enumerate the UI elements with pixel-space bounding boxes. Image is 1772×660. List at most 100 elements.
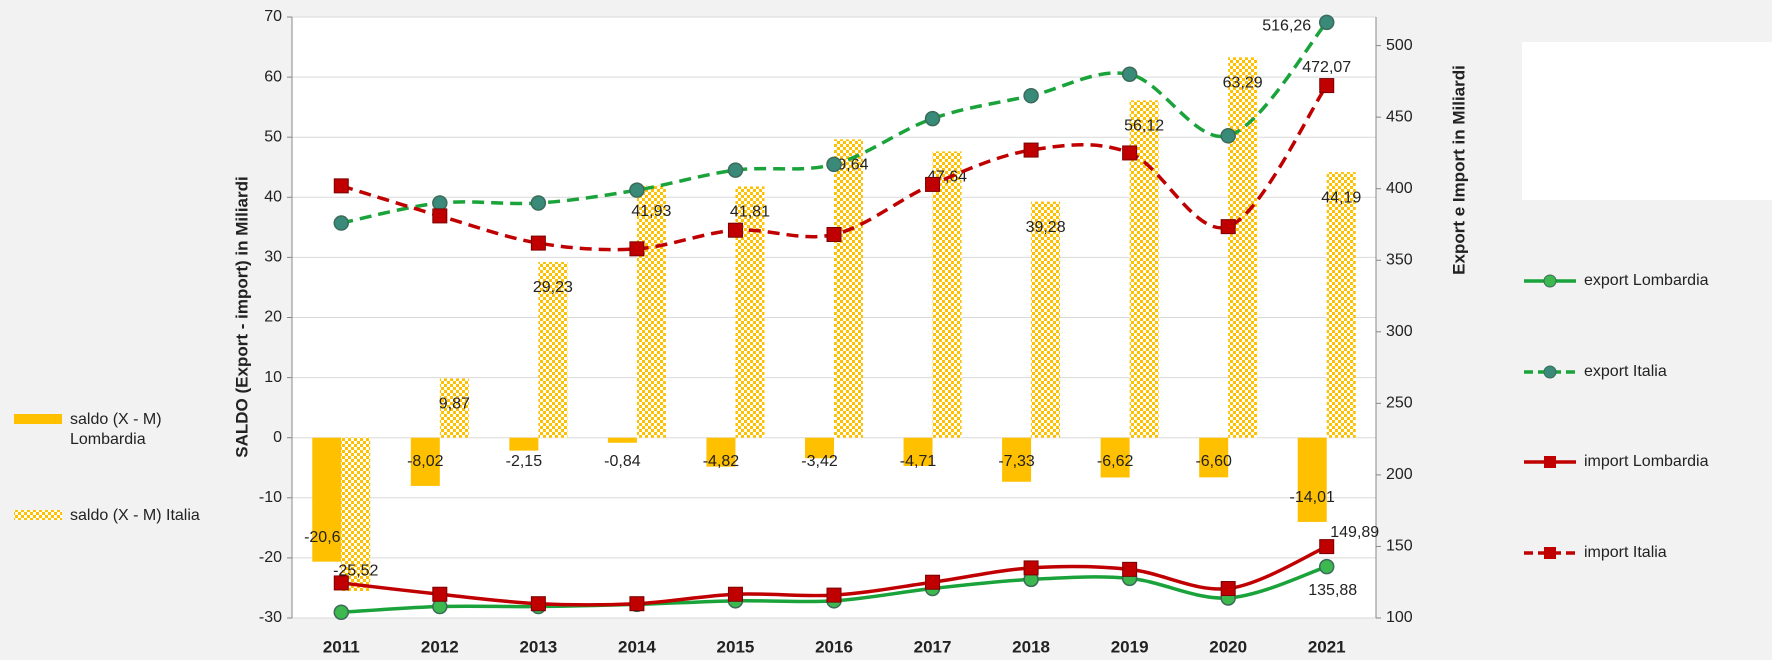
x-tick-label: 2012 xyxy=(421,637,459,656)
data-label: -6,60 xyxy=(1195,453,1232,470)
data-label: 472,07 xyxy=(1302,59,1351,76)
bar xyxy=(509,437,539,451)
data-label: -3,42 xyxy=(801,453,838,470)
marker xyxy=(333,215,350,231)
y2-tick-label: 100 xyxy=(1386,609,1413,626)
legend-key xyxy=(1543,274,1557,288)
marker xyxy=(432,195,448,211)
legend-label: export Lombardia xyxy=(1584,272,1709,289)
legend-label: saldo (X - M) Lombardia xyxy=(70,411,162,448)
marker xyxy=(1121,66,1138,82)
legend-label: saldo (X - M) Italia xyxy=(70,507,200,524)
y-tick-label: -10 xyxy=(259,489,282,506)
x-tick-label: 2017 xyxy=(914,637,952,656)
data-label: 41,93 xyxy=(631,203,671,220)
marker xyxy=(727,222,743,238)
y2-tick-label: 300 xyxy=(1386,323,1413,340)
data-label: -20,63 xyxy=(304,529,349,546)
y2-tick-label: 150 xyxy=(1386,538,1413,555)
legend-swatch xyxy=(1524,274,1576,288)
bar xyxy=(1326,172,1356,438)
marker xyxy=(333,178,349,194)
bar xyxy=(636,185,666,438)
x-tick-label: 2018 xyxy=(1012,637,1050,656)
y2-tick-label: 450 xyxy=(1386,108,1413,125)
data-label: -4,82 xyxy=(703,453,740,470)
bar xyxy=(1199,437,1229,478)
y2-tick-label: 200 xyxy=(1386,466,1413,483)
bar xyxy=(932,151,962,438)
marker xyxy=(925,176,941,192)
marker xyxy=(1319,78,1335,94)
data-label: -25,52 xyxy=(333,562,378,579)
marker xyxy=(530,195,547,211)
y-tick-label: 50 xyxy=(264,128,282,145)
marker xyxy=(1220,219,1236,235)
marker xyxy=(1220,581,1236,597)
y-tick-label: 30 xyxy=(264,249,282,266)
data-label: 44,19 xyxy=(1321,189,1361,206)
legend-label: export Italia xyxy=(1584,362,1667,380)
marker xyxy=(432,586,448,602)
y-tick-label: -20 xyxy=(259,549,282,566)
x-tick-label: 2015 xyxy=(717,637,755,656)
bar xyxy=(410,437,440,486)
data-label: -6,62 xyxy=(1097,453,1134,470)
marker xyxy=(333,604,350,621)
legend-item: saldo (X - M) Lombardia xyxy=(12,410,200,450)
marker xyxy=(333,575,349,591)
y-tick-label: -30 xyxy=(259,609,282,626)
legend-swatch xyxy=(1524,365,1576,378)
x-tick-label: 2013 xyxy=(519,637,557,656)
data-label: 56,12 xyxy=(1124,118,1164,135)
marker xyxy=(924,110,941,127)
data-label: 149,89 xyxy=(1330,524,1379,541)
data-label: 29,23 xyxy=(533,279,573,296)
marker xyxy=(727,162,744,178)
bar xyxy=(1228,57,1258,438)
legend-item: import Lombardia xyxy=(1522,452,1714,472)
marker xyxy=(629,182,645,198)
marker xyxy=(826,587,842,603)
bar xyxy=(312,437,342,562)
legend-item: export Italia xyxy=(1522,362,1714,382)
marker xyxy=(530,235,546,251)
bar xyxy=(805,437,834,459)
line xyxy=(340,84,1329,252)
data-label: 516,26 xyxy=(1262,18,1311,35)
bar xyxy=(341,437,371,592)
y-tick-label: 0 xyxy=(273,429,282,446)
data-label: 9,87 xyxy=(439,396,470,413)
marker xyxy=(432,208,448,224)
data-label: 41,81 xyxy=(730,204,770,221)
data-label: -2,15 xyxy=(506,453,543,470)
marker xyxy=(1023,142,1039,158)
bar xyxy=(1297,437,1327,522)
data-label: -14,01 xyxy=(1290,489,1335,506)
bar xyxy=(607,437,637,443)
data-label: 63,29 xyxy=(1223,75,1263,92)
marker xyxy=(1318,14,1335,31)
legend-swatch xyxy=(1524,546,1576,559)
legend-label: import Lombardia xyxy=(1584,453,1709,470)
y-tick-label: 60 xyxy=(264,68,282,85)
marker xyxy=(727,586,743,602)
bar xyxy=(439,378,469,438)
legend-item: export Lombardia xyxy=(1522,271,1714,291)
x-tick-label: 2011 xyxy=(323,637,360,656)
data-label: -7,33 xyxy=(998,453,1035,470)
x-tick-label: 2020 xyxy=(1209,637,1247,656)
y2-tick-label: 250 xyxy=(1386,395,1413,412)
x-tick-label: 2019 xyxy=(1111,637,1149,656)
marker xyxy=(629,596,645,612)
bar xyxy=(538,262,568,438)
legend-key xyxy=(14,510,62,520)
marker xyxy=(1023,560,1039,576)
bar xyxy=(834,139,863,438)
legend-item: saldo (X - M) Italia xyxy=(12,506,200,526)
legend-swatch xyxy=(1524,456,1576,468)
y2-tick-label: 350 xyxy=(1386,251,1413,268)
data-label: -0,84 xyxy=(604,453,641,470)
